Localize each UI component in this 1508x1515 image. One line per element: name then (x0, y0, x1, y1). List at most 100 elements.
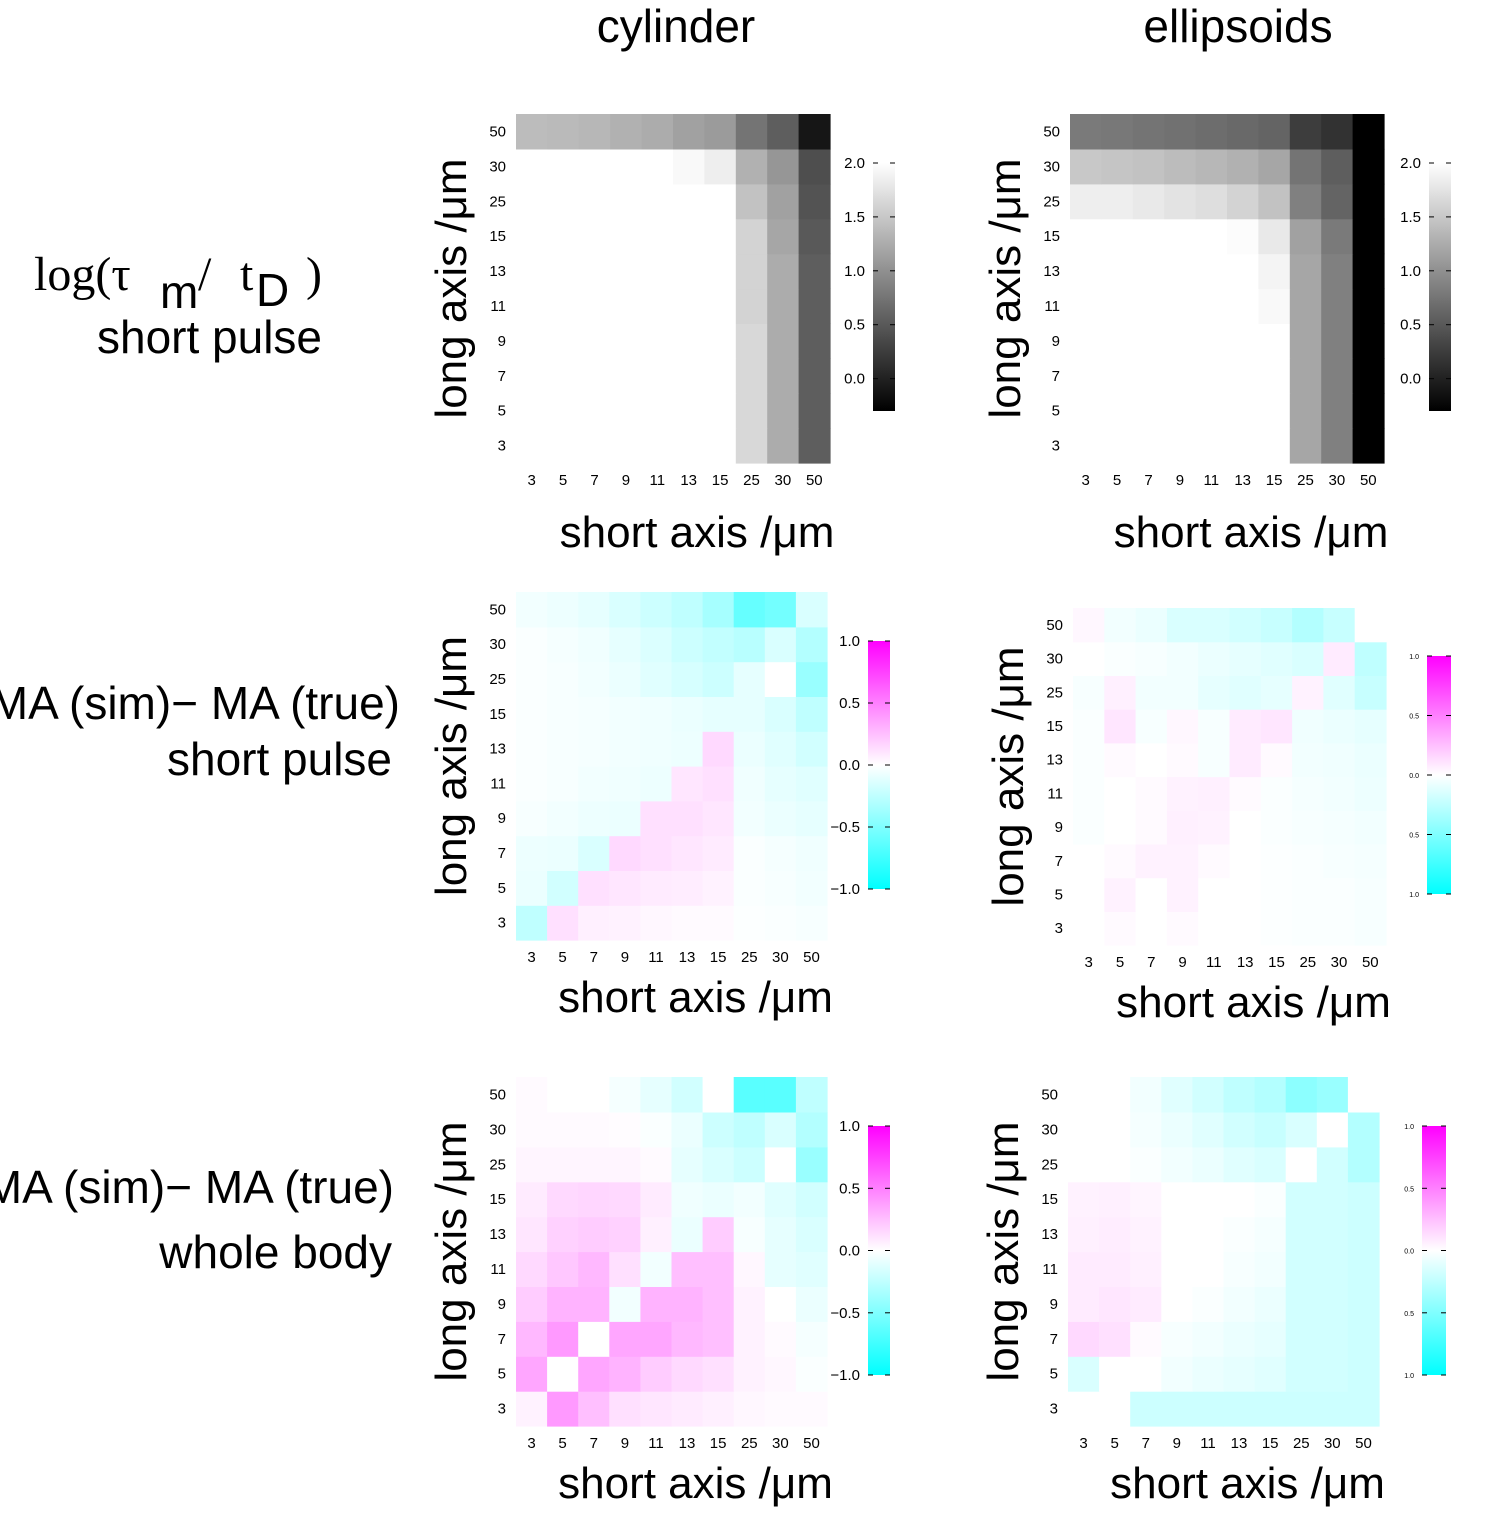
heatmap-cell (578, 1111, 610, 1148)
heatmap-tau-cylinder: 3 5 7 9 11 13 15 25 30 50 3 5 7 9 11 13 15 25 30 50 short ax… (427, 114, 895, 557)
heatmap-cell (516, 1111, 548, 1148)
heatmap-cell (1132, 183, 1165, 220)
heatmap-cell (1347, 1216, 1380, 1253)
heatmap-cell (1347, 1111, 1380, 1148)
heatmap-cell (1292, 877, 1324, 912)
y-tick-label: 30 (1041, 1121, 1058, 1138)
heatmap-cell (735, 288, 768, 324)
heatmap-cell (1198, 608, 1231, 643)
heatmap-cell (1073, 608, 1105, 643)
heatmap-cell (733, 1111, 766, 1148)
y-tick-label: 7 (498, 368, 506, 385)
heatmap-cell (764, 1286, 797, 1322)
heatmap-cell (1347, 1146, 1380, 1183)
heatmap-cell (1198, 776, 1231, 811)
heatmap-cell (640, 905, 673, 941)
heatmap-cell (671, 1356, 704, 1392)
heatmap-cell (767, 183, 800, 220)
heatmap-cell (1195, 323, 1228, 359)
heatmap-cell (671, 1321, 704, 1357)
heatmap-cell (1321, 428, 1354, 464)
y-tick-label: 25 (489, 671, 506, 688)
heatmap-cell (1195, 183, 1228, 220)
heatmap-cell (1070, 148, 1102, 185)
heatmap-cell (671, 1111, 704, 1148)
heatmap-cell (1354, 843, 1387, 879)
heatmap-cell (764, 905, 797, 941)
heatmap-cell (578, 358, 611, 394)
x-tick-label: 11 (1200, 1435, 1216, 1452)
heatmap-cell (547, 148, 580, 185)
heatmap-cell (733, 592, 766, 628)
heatmap-cell (673, 288, 705, 324)
x-tick-label: 7 (590, 1435, 598, 1452)
heatmap-cell (1130, 1391, 1162, 1427)
heatmap-cell (578, 766, 610, 802)
heatmap-cell (610, 114, 643, 150)
heatmap-cell (578, 800, 610, 837)
heatmap-cell (1323, 641, 1356, 676)
heatmap-cell (673, 393, 705, 429)
heatmap-cell (640, 592, 673, 628)
heatmap-cell (798, 358, 831, 394)
x-tick-label: 13 (680, 472, 697, 489)
heatmap-cell (1354, 742, 1387, 778)
colorbar-tick-label: 2.0 (844, 155, 865, 172)
heatmap-cell (795, 905, 828, 941)
heatmap-cell (1227, 148, 1259, 185)
heatmap-cell (640, 870, 673, 906)
heatmap-cell (1198, 810, 1231, 845)
heatmap-cell (1292, 911, 1324, 946)
heatmap-cell (1316, 1391, 1349, 1427)
heatmap-cell (1229, 675, 1262, 710)
colorbar-tick-label: 1.0 (839, 633, 860, 650)
heatmap-cell (609, 626, 641, 663)
heatmap-cell (1099, 1216, 1131, 1253)
heatmap-cell (516, 428, 548, 464)
x-tick-label: 50 (1362, 954, 1379, 971)
heatmap-cell (1166, 641, 1199, 676)
heatmap-cell (1223, 1321, 1256, 1357)
heatmap-cell (1321, 288, 1354, 324)
heatmap-cell (1161, 1146, 1193, 1183)
x-tick-label: 9 (621, 1435, 629, 1452)
heatmap-cell (1285, 1181, 1318, 1218)
heatmap-cell (516, 626, 548, 663)
heatmap-cell (1070, 183, 1102, 220)
y-tick-label: 30 (489, 1121, 506, 1138)
heatmap-ma-cylinder-whole: 3 5 7 9 11 13 15 25 30 50 3 5 7 9 11 13 15 25 30 50 short ax… (427, 1077, 890, 1508)
heatmap-cell (1135, 810, 1168, 845)
heatmap-cell (547, 1391, 579, 1427)
x-axis-label: short axis /μm (1114, 508, 1389, 557)
heatmap-cell (1347, 1251, 1380, 1287)
y-tick-label: 7 (1050, 1331, 1058, 1348)
heatmap-cell (1289, 323, 1322, 359)
y-tick-label: 50 (1046, 617, 1063, 634)
heatmap-cell (547, 1321, 579, 1357)
heatmap-cell (798, 218, 831, 255)
x-tick-label: 3 (527, 1435, 535, 1452)
heatmap-cell (767, 393, 800, 429)
heatmap-cell (516, 1391, 548, 1427)
y-tick-label: 11 (490, 298, 506, 315)
heatmap-cell (1258, 218, 1291, 255)
heatmap-cell (1099, 1391, 1131, 1427)
y-axis-label: long axis /μm (981, 158, 1030, 418)
heatmap-cell (1289, 358, 1322, 394)
heatmap-cell (1099, 1146, 1131, 1183)
heatmap-cell (516, 731, 548, 767)
heatmap-cell (733, 661, 766, 697)
heatmap-cell (702, 1111, 735, 1148)
heatmap-cell (1321, 323, 1354, 359)
heatmap-cell (516, 1356, 548, 1392)
heatmap-cell (516, 800, 548, 837)
y-tick-label: 15 (489, 1191, 506, 1208)
heatmap-cell (1073, 877, 1105, 912)
heatmap-ma-ellipsoid-whole: 3 5 7 9 11 13 15 25 30 50 3 5 7 9 11 13 15 25 30 50 short ax… (979, 1077, 1446, 1508)
heatmap-cell (1321, 393, 1354, 429)
x-tick-label: 50 (1355, 1435, 1372, 1452)
row-label-log-prefix: log( (34, 248, 111, 301)
heatmap-cell (1161, 1077, 1193, 1113)
heatmap-cell (610, 148, 643, 185)
colorbar-tick-label: 1.0 (1409, 892, 1419, 899)
